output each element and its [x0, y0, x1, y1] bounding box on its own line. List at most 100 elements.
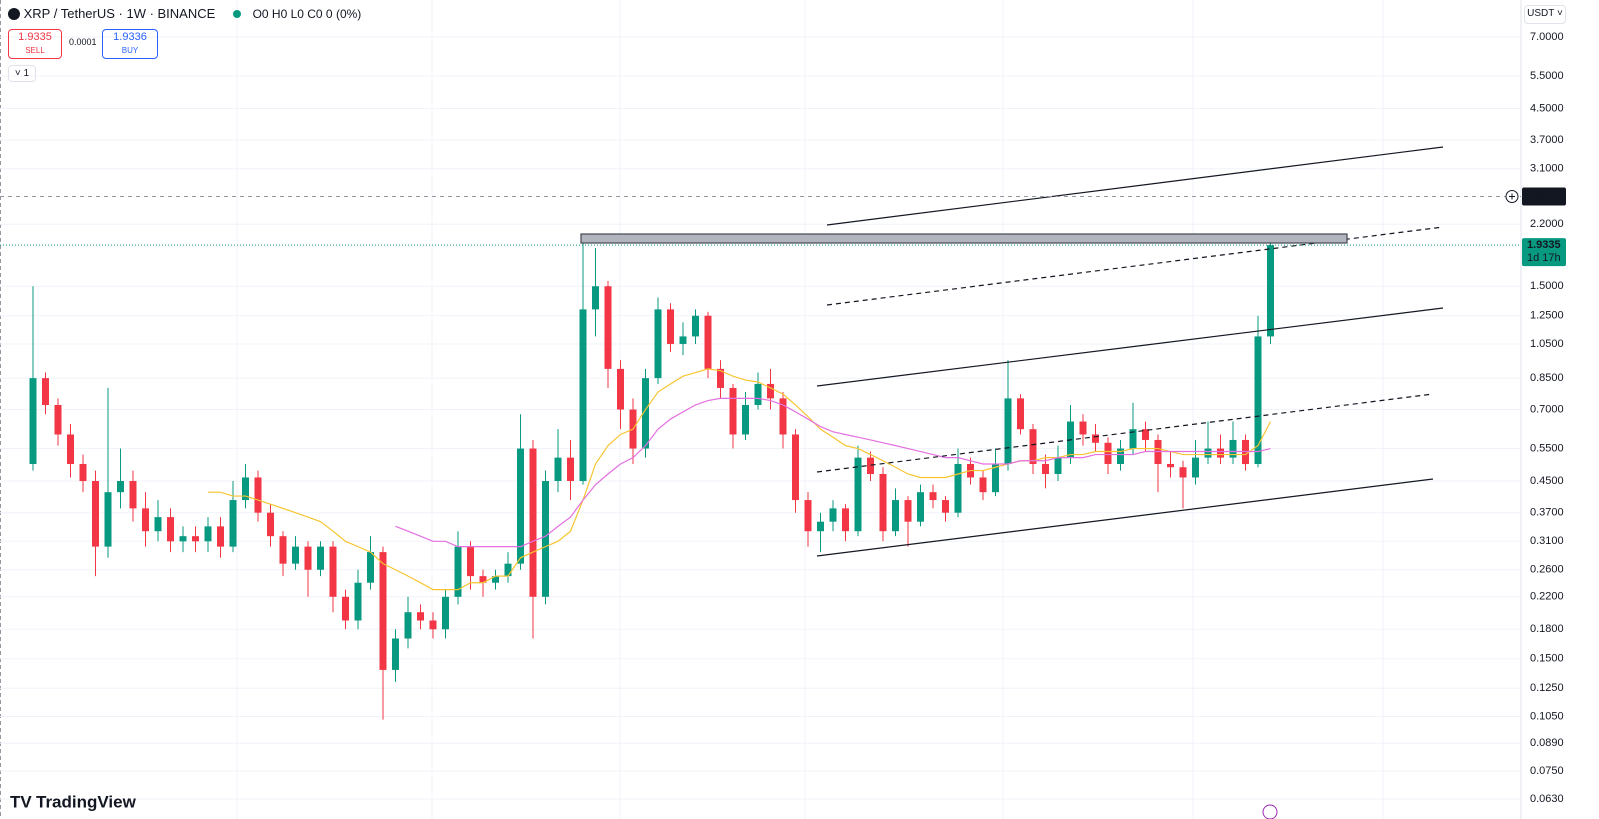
y-tick-label: 0.3700 — [1530, 507, 1564, 519]
y-tick-label: 0.1800 — [1530, 623, 1564, 635]
candle-body — [404, 612, 412, 639]
candle-body — [1267, 245, 1274, 337]
candle-body — [792, 434, 799, 501]
candle-body — [729, 387, 737, 435]
drawings — [580, 146, 1444, 557]
candle-body — [779, 398, 787, 435]
logo: TradingView — [36, 792, 137, 811]
candle-body — [892, 500, 899, 532]
y-tick-label: 2.2000 — [1530, 218, 1564, 230]
candle-body — [1079, 421, 1087, 435]
candle-body — [1142, 429, 1149, 440]
candle-body — [904, 500, 912, 522]
sell-button[interactable]: 1.9335 SELL — [8, 29, 62, 59]
moving-average — [395, 397, 1271, 548]
candle-body — [54, 404, 62, 435]
symbol[interactable]: XRP / TetherUS · 1W · BINANCE — [23, 6, 216, 21]
candle-body — [1229, 439, 1237, 458]
candle-body — [1042, 463, 1049, 474]
candle-body — [529, 448, 537, 597]
y-tick-label: 0.4500 — [1530, 475, 1564, 487]
candle-body — [92, 481, 99, 547]
y-tick-label: 0.7000 — [1530, 403, 1564, 415]
candle-body — [342, 596, 349, 621]
candle-body — [192, 536, 199, 542]
buy-button[interactable]: 1.9336 BUY — [102, 29, 158, 59]
candle-body — [929, 492, 937, 501]
currency-button[interactable]: USDT ˅ — [1524, 5, 1566, 24]
candle-body — [667, 309, 674, 344]
candle-body — [679, 336, 687, 344]
candle-body — [617, 368, 624, 410]
y-tick-label: 0.3100 — [1530, 535, 1564, 547]
spread: 0.0001 — [69, 37, 97, 47]
candle-body — [542, 481, 549, 597]
y-tick-label: 5.5000 — [1530, 70, 1564, 82]
candle-body — [79, 463, 87, 482]
sell-label: SELL — [25, 46, 45, 55]
candle-body — [454, 546, 462, 597]
candle-body — [204, 526, 212, 542]
candle-body — [1167, 463, 1174, 468]
candle-body — [1029, 429, 1037, 464]
price-axis: 7.0000 5.5000 4.5000 3.7000 3.1000 2.2000 1.50… — [1520, 0, 1599, 819]
candle-body — [217, 526, 224, 547]
candle-body — [279, 536, 287, 564]
buy-price: 1.9336 — [113, 31, 147, 43]
y-tick-label: 3.7000 — [1530, 134, 1564, 146]
alert-price-box — [1522, 187, 1566, 206]
candle-body — [317, 546, 324, 570]
candle-body — [554, 457, 562, 482]
y-tick-label: 1.0500 — [1530, 338, 1564, 350]
candle-body — [1204, 448, 1212, 458]
candle-body — [979, 477, 987, 493]
y-tick-label: 1.2500 — [1530, 310, 1564, 322]
candle-body — [442, 596, 449, 630]
candle-body — [642, 378, 649, 449]
indicator-count: 1 — [23, 68, 30, 79]
y-tick-label: 0.2600 — [1530, 564, 1564, 576]
candle-body — [879, 473, 887, 532]
candle-body — [467, 546, 474, 577]
candle-body — [267, 512, 274, 537]
candle-body — [179, 536, 187, 542]
y-tick-label: 4.5000 — [1530, 102, 1564, 114]
y-tick-label: 0.1500 — [1530, 653, 1564, 665]
y-tick-label: 0.1250 — [1530, 682, 1564, 694]
countdown: 1d 17h — [1527, 252, 1561, 264]
candle-body — [867, 457, 874, 474]
candle-body — [954, 463, 962, 513]
y-tick-label: 7.0000 — [1530, 31, 1564, 43]
y-tick-label: 3.1000 — [1530, 163, 1564, 175]
candle-body — [1217, 448, 1224, 458]
indicators-toggle[interactable]: ˅ 1 — [8, 65, 36, 82]
candle-body — [492, 576, 499, 583]
candle-body — [479, 576, 487, 583]
moving-average — [208, 368, 1272, 591]
candle-body — [142, 508, 149, 532]
candle-body — [992, 463, 999, 493]
candle-body — [717, 368, 724, 388]
candle-body — [1004, 398, 1012, 464]
event-marker — [1262, 804, 1278, 819]
candle-body — [104, 492, 112, 547]
candle-body — [1104, 442, 1112, 464]
y-tick-label: 0.8500 — [1530, 372, 1564, 384]
candle-body — [742, 404, 749, 435]
candle-body — [704, 315, 712, 369]
candle-body — [429, 620, 437, 630]
candle-body — [117, 481, 124, 493]
last-price-label: 1.9335 — [1527, 239, 1561, 251]
candle-body — [767, 383, 774, 399]
candle-body — [1117, 448, 1124, 464]
candle-body — [917, 492, 924, 522]
candle-body — [1017, 398, 1024, 430]
candle-body — [504, 563, 512, 577]
price-grid — [0, 36, 1521, 800]
buy-label: BUY — [121, 46, 139, 55]
y-tick-label: 0.0750 — [1530, 765, 1564, 777]
candle-body — [592, 286, 599, 310]
